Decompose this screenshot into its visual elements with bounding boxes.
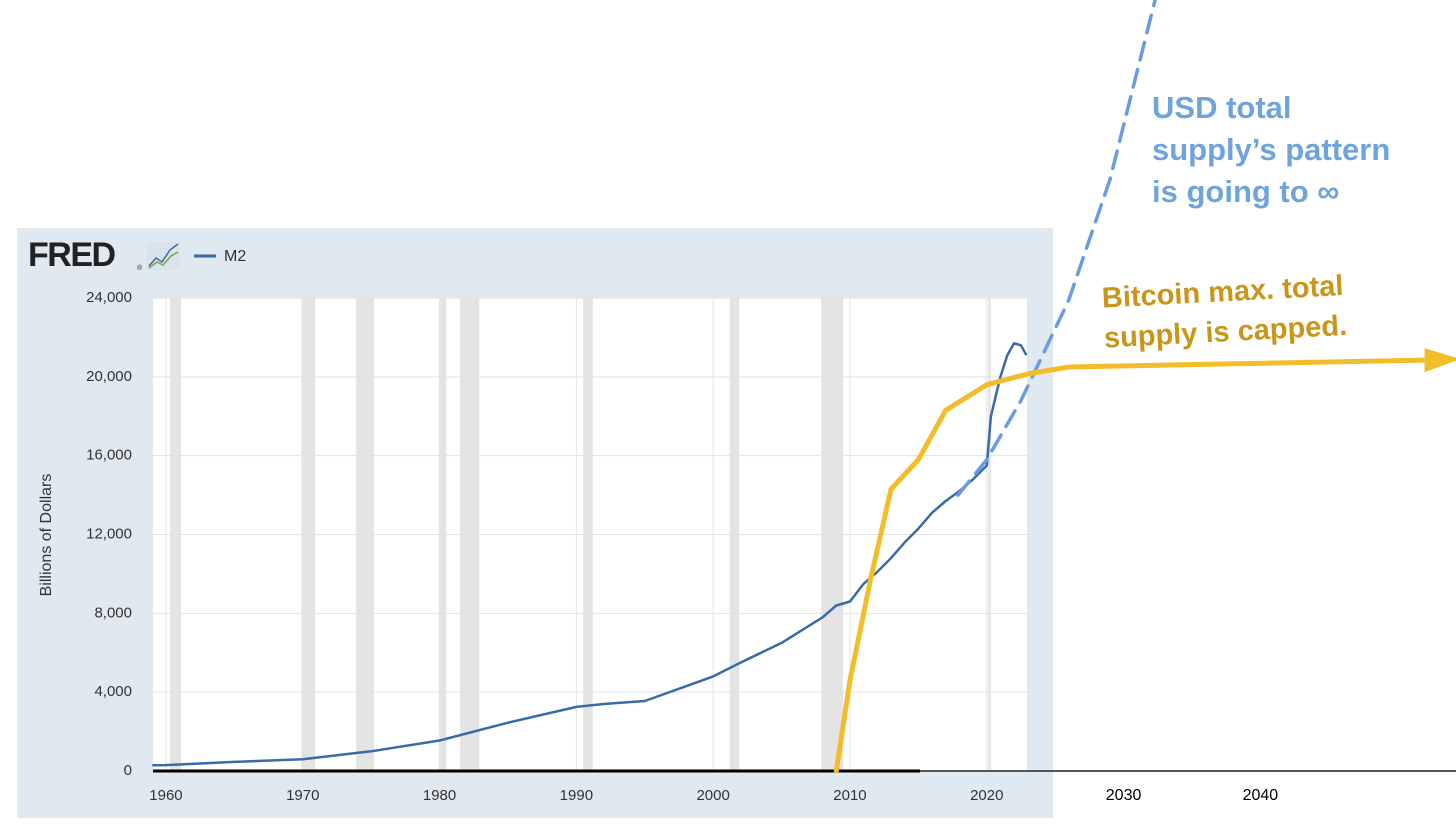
y-tick-label: 20,000 [86,368,132,385]
x-tick-label: 1990 [560,787,593,804]
projection-dashed [956,0,1157,497]
series-line [152,342,1028,767]
x-tick-label: 2020 [970,787,1003,804]
y-axis-label: Billions of Dollars [38,474,55,597]
x-tick-label: 2010 [833,787,866,804]
x-tick-label: 1980 [423,787,456,804]
annotation-text: supply is capped. [1103,310,1348,355]
annotation-text: is going to ∞ [1152,174,1339,209]
arrow-head [1424,348,1456,373]
y-tick-label: 0 [124,762,132,779]
x-tick-label: 1960 [149,787,182,804]
annotation-text: supply’s pattern [1152,132,1390,167]
y-tick-label: 12,000 [86,525,132,542]
logo-mark: ® [137,264,143,272]
x-tick-label: 2040 [1243,787,1279,804]
x-tick-label: 2000 [696,787,729,804]
logo: FRED [28,236,116,274]
legend-label: M2 [224,248,246,265]
y-tick-label: 16,000 [86,447,132,464]
y-tick-label: 24,000 [86,289,132,306]
capped-curve [833,357,1427,774]
annotation-text: USD total [1152,90,1292,125]
x-tick-label: 2030 [1106,787,1142,804]
annotation: USD total supply’s pattern is going to ∞ [1152,90,1390,209]
logo-icon [147,242,180,270]
x-tick-label: 1970 [286,787,319,804]
y-tick-label: 8,000 [94,604,132,621]
annotation-text: Bitcoin max. total [1101,270,1344,315]
y-tick-label: 4,000 [94,683,132,700]
